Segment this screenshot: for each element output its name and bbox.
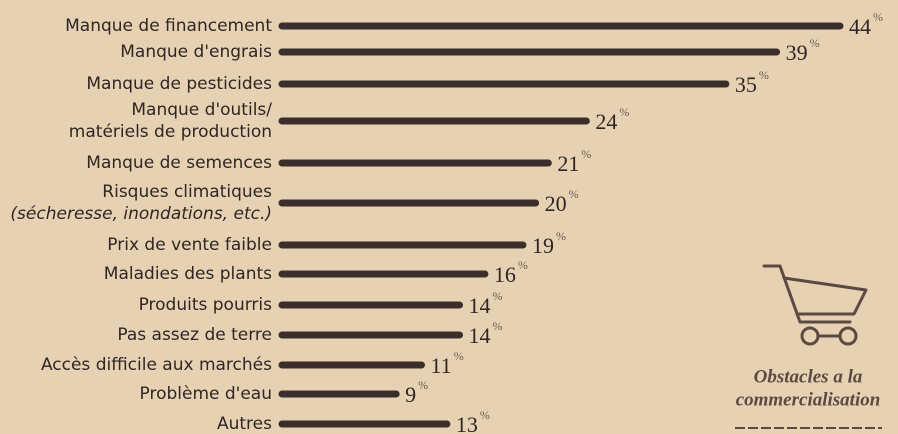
category-label: Accès difficile aux marchés [41, 355, 272, 375]
value-unit: % [518, 258, 528, 272]
category-label: Pas assez de terre [117, 325, 272, 345]
category-label: Problème d'eau [140, 384, 272, 404]
value-label: 35 [735, 72, 757, 97]
value-label: 20 [545, 191, 567, 216]
value-unit: % [759, 68, 769, 82]
category-label: Manque d'outils/ [131, 100, 272, 120]
value-label: 39 [786, 40, 808, 65]
category-label: Manque de pesticides [86, 74, 272, 94]
value-unit: % [556, 229, 566, 243]
annotation: commercialisation [736, 389, 881, 410]
value-unit: % [454, 349, 464, 363]
category-label: Prix de vente faible [107, 235, 272, 255]
value-unit: % [493, 319, 503, 333]
value-unit: % [569, 187, 579, 201]
value-label: 9 [405, 382, 416, 407]
value-unit: % [581, 147, 591, 161]
category-label: Autres [217, 414, 272, 434]
category-label: Manque de financement [65, 16, 272, 36]
value-label: 21 [557, 151, 579, 176]
value-unit: % [418, 378, 428, 392]
cart-icon [762, 264, 868, 346]
value-unit: % [619, 105, 629, 119]
value-label: 14 [469, 323, 491, 348]
value-label: 24 [595, 109, 617, 134]
annotation: Obstacles a la [754, 366, 863, 387]
value-label: 16 [494, 262, 516, 287]
category-label: matériels de production [69, 122, 272, 142]
category-label: Manque de semences [86, 153, 272, 173]
value-label: 13 [456, 412, 478, 434]
category-label: Risques climatiques [102, 182, 272, 202]
value-label: 19 [532, 233, 554, 258]
category-label: Maladies des plants [104, 264, 272, 284]
value-label: 11 [431, 353, 452, 378]
value-label: 44 [849, 14, 871, 39]
category-label: Manque d'engrais [120, 42, 272, 62]
category-label: (sécheresse, inondations, etc.) [10, 204, 272, 224]
category-label: Produits pourris [139, 295, 273, 315]
value-unit: % [873, 10, 883, 24]
value-unit: % [810, 36, 820, 50]
value-unit: % [493, 289, 503, 303]
value-unit: % [480, 408, 490, 422]
value-label: 14 [469, 293, 491, 318]
